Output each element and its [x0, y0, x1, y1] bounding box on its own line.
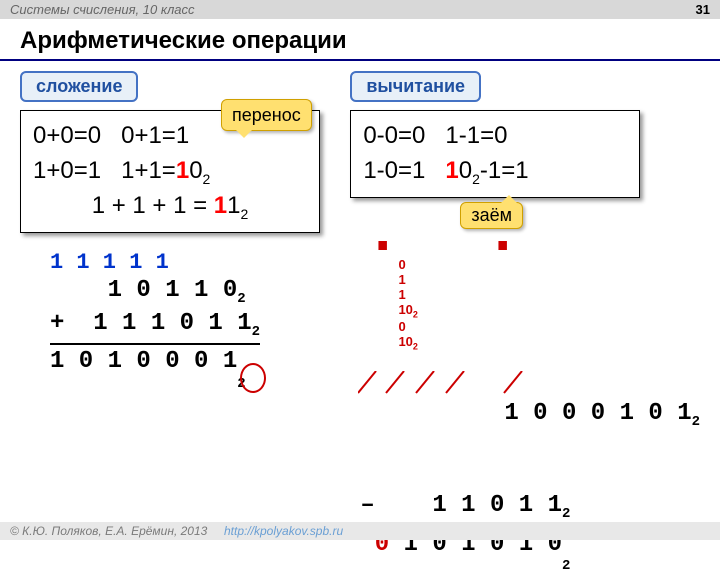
rule: 1+0=1	[33, 157, 101, 184]
borrow-callout: заём	[460, 202, 523, 229]
subtraction-rules: 0-0=0 1-1=0 1-0=1 102-1=1	[350, 110, 640, 198]
base-sub: 2	[562, 558, 570, 574]
rule: 1 + 1 + 1 =	[92, 192, 214, 219]
addition-worked: 1 1 1 1 1 1 0 1 1 02 + 1 1 1 0 1 12 1 0 …	[50, 249, 320, 379]
addition-column: сложение перенос 0+0=0 0+1=1 1+0=1 1+1=1…	[20, 71, 320, 562]
rule: 1-0=1	[363, 157, 425, 184]
rule: 0	[459, 157, 472, 184]
subtraction-label: вычитание	[350, 71, 481, 102]
rule: 0-0=0	[363, 122, 425, 149]
carry-row: 1 1 1 1 1	[50, 249, 320, 277]
rule: 0+0=0	[33, 122, 101, 149]
rule: 1+1=	[121, 157, 176, 184]
minus-sign: –	[360, 492, 374, 519]
base-sub: 2	[692, 414, 700, 430]
addend1: 1 0 1 1 0	[50, 277, 237, 304]
page-title: Арифметические операции	[0, 19, 720, 61]
footer: © К.Ю. Поляков, Е.А. Ерёмин, 2013 http:/…	[0, 522, 720, 540]
rule: 0	[189, 157, 202, 184]
addition-rules: перенос 0+0=0 0+1=1 1+0=1 1+1=102 1 + 1 …	[20, 110, 320, 233]
sum: 1 0 1 0 0 0 1	[50, 348, 237, 375]
result-circle-icon	[240, 363, 266, 393]
page-number: 31	[696, 2, 710, 17]
base-sub: 2	[203, 171, 211, 187]
base-sub: 2	[472, 171, 480, 187]
carry-callout: перенос	[221, 99, 312, 131]
base-sub: 2	[241, 206, 249, 222]
base-sub: 2	[562, 506, 570, 522]
subtraction-column: вычитание 0-0=0 1-1=0 1-0=1 102-1=1 заём…	[350, 71, 700, 562]
borrow-digit: 1	[445, 157, 458, 184]
minuend-row: 1 0 0 0 1 0 12	[360, 369, 700, 491]
strike-icon	[358, 371, 558, 395]
addition-label: сложение	[20, 71, 138, 102]
rule-line	[50, 343, 260, 345]
rule: 1	[227, 192, 240, 219]
rule: 1	[176, 122, 189, 149]
rule: 0+1=	[121, 122, 176, 149]
subtrahend: 1 1 0 1 1	[375, 492, 562, 519]
rule: -1=1	[480, 157, 529, 184]
topbar: Системы счисления, 10 класс 31	[0, 0, 720, 19]
rule: 1-1=0	[445, 122, 507, 149]
borrow-row: 0 1 1 102 0 102	[360, 242, 700, 367]
base-sub: 2	[237, 291, 245, 307]
carry-digit: 1	[176, 157, 189, 184]
plus-sign: +	[50, 310, 64, 337]
subtraction-worked: . . 0 1 1 102 0 102 1 0 0 0 1 0 12	[360, 242, 700, 562]
base-sub: 2	[252, 324, 260, 340]
addend2: 1 1 1 0 1 1	[64, 310, 251, 337]
copyright: © К.Ю. Поляков, Е.А. Ерёмин, 2013	[10, 524, 207, 538]
content: сложение перенос 0+0=0 0+1=1 1+0=1 1+1=1…	[0, 61, 720, 572]
carry-digit: 1	[214, 192, 227, 219]
course-label: Системы счисления, 10 класс	[10, 2, 195, 17]
footer-link[interactable]: http://kpolyakov.spb.ru	[224, 524, 343, 538]
minuend: 1 0 0 0 1 0 1	[504, 400, 691, 427]
